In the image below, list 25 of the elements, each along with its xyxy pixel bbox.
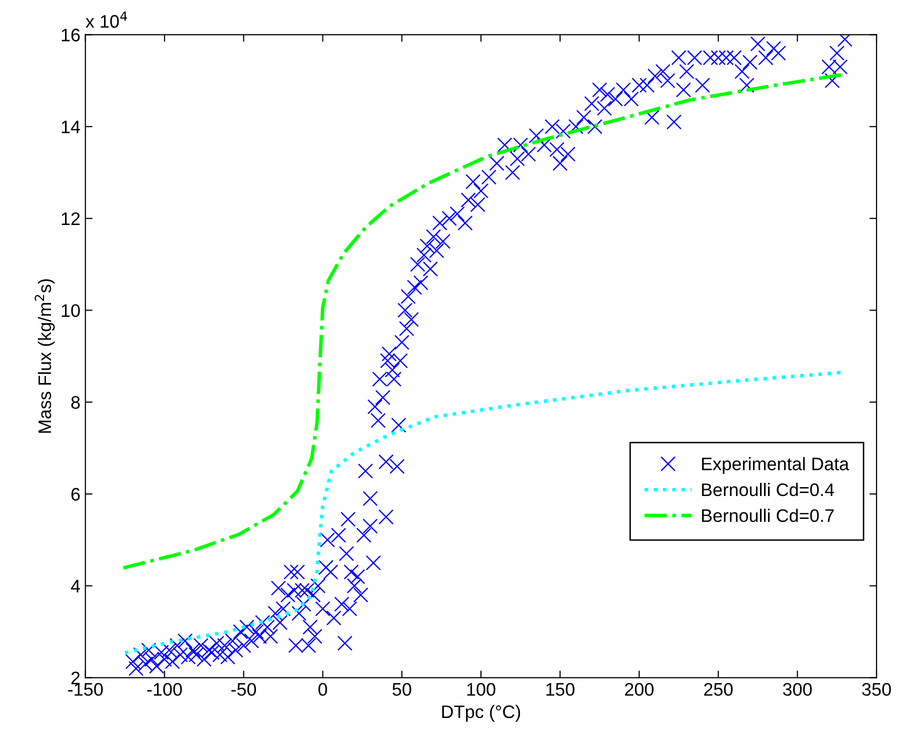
y-tick-label: 16: [62, 28, 80, 42]
legend-label: Bernoulli Cd=0.4: [702, 482, 834, 496]
y-tick-label: 14: [62, 120, 80, 134]
x-axis-title: DTpc (°C): [442, 704, 520, 722]
y-tick-label: 8: [71, 396, 80, 409]
x-tick-label: 100: [467, 683, 496, 696]
x-tick-label: 300: [783, 683, 812, 696]
x-tick-label: 0: [318, 683, 328, 696]
x-tick-label: -50: [231, 683, 256, 696]
y-tick-label: 6: [71, 488, 80, 501]
y-axis-title: Mass Flux (kg/m$^{2}$s): [34, 279, 55, 433]
x-tick-label: 200: [625, 683, 654, 696]
x-tick-label: 350: [862, 683, 891, 696]
x-tick-label: 50: [392, 683, 412, 696]
y-tick-label: 10: [62, 304, 80, 317]
x-tick-label: 250: [704, 683, 733, 696]
y-tick-label: 12: [62, 212, 80, 225]
legend-label: Experimental Data: [702, 457, 850, 474]
text: x 10$^{4}$: [86, 12, 128, 28]
x-tick-label: -100: [147, 683, 182, 696]
x-tick-label: 150: [546, 683, 574, 696]
y-tick-label: 2: [71, 672, 80, 684]
legend-label: Bernoulli Cd=0.7: [702, 508, 834, 522]
x-tick-label: -150: [68, 683, 103, 696]
y-tick-label: 4: [70, 580, 80, 592]
